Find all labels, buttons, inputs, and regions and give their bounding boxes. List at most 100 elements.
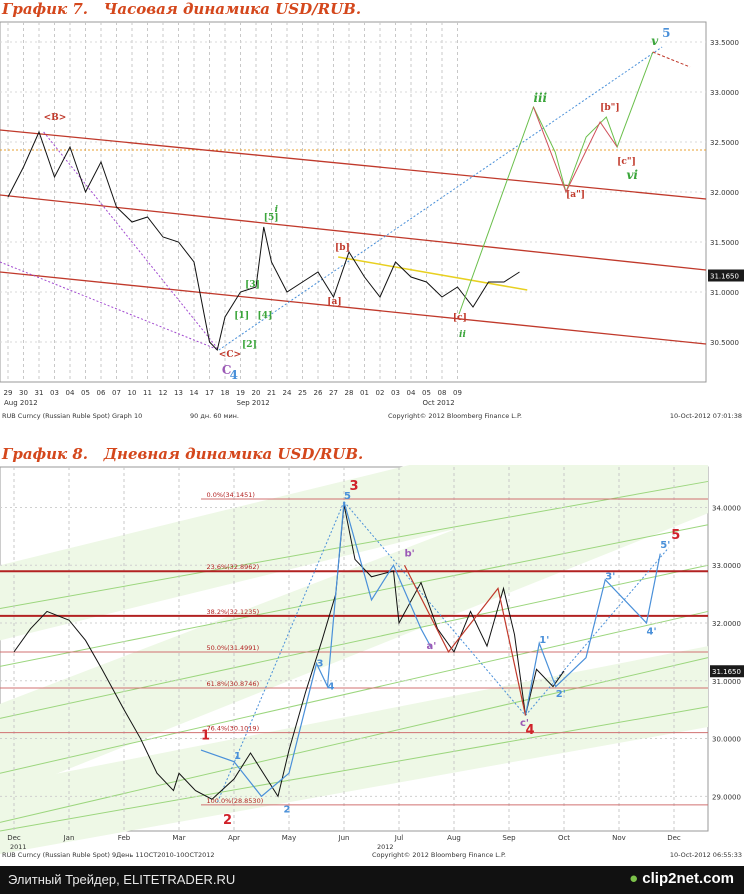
last-price-label: 31.1650: [712, 668, 741, 676]
footer-period: 90 дн. 60 мин.: [190, 412, 239, 420]
wave-label: 1': [539, 635, 549, 646]
wave-label: i: [275, 205, 279, 215]
wave-label: [2]: [242, 340, 257, 350]
wave-label: b': [405, 549, 415, 560]
x-tick-label: 05: [81, 389, 90, 397]
channel-line: [0, 706, 709, 832]
trend-line: [338, 256, 528, 291]
x-tick-label: 07: [112, 389, 121, 397]
x-tick-label: 27: [329, 389, 338, 397]
forecast-tail: [652, 51, 691, 68]
wave-label: 2: [223, 813, 232, 828]
y-tick-label: 32.5000: [710, 139, 739, 147]
wave-label: 3: [317, 658, 324, 669]
wave-label: v: [651, 34, 659, 48]
x-tick-label: 20: [252, 389, 261, 397]
wave-label: 2: [284, 805, 291, 816]
x-tick-label: 04: [407, 389, 416, 397]
footer-timestamp: 10-Oct-2012 06:55:33: [670, 851, 742, 859]
x-tick-label: 30: [19, 389, 28, 397]
forecast-path-green: [458, 51, 654, 315]
year-label: 2012: [377, 843, 394, 851]
wave-label: <B>: [44, 113, 67, 123]
wave-label: 1: [201, 729, 210, 744]
month-label: Aug 2012: [4, 399, 38, 407]
x-tick-label: Mar: [172, 834, 185, 842]
x-tick-label: 31: [35, 389, 44, 397]
projection-line: [218, 46, 663, 351]
x-tick-label: Jun: [338, 834, 350, 842]
footer-source-text: Элитный Трейдер, ELITETRADER.RU: [8, 872, 236, 887]
wave-label: 3: [350, 479, 359, 494]
x-tick-label: 21: [267, 389, 276, 397]
x-tick-label: 25: [298, 389, 307, 397]
x-tick-label: Aug: [447, 834, 461, 842]
fib-level-label: 23.6%(32.8962): [207, 563, 260, 571]
x-tick-label: 10: [128, 389, 137, 397]
projection-line: [525, 547, 669, 716]
wave-label: ii: [459, 330, 466, 340]
wave-label: a': [427, 641, 437, 652]
month-label: Sep 2012: [237, 399, 270, 407]
plot-area: [0, 21, 707, 383]
wave-label: [1]: [234, 311, 249, 321]
channel-line: [0, 657, 709, 823]
channel-line: [0, 271, 707, 345]
channel-line: [0, 480, 709, 610]
y-tick-label: 32.0000: [712, 620, 741, 628]
y-tick-label: 34.0000: [712, 504, 741, 512]
wave-label: C: [222, 363, 232, 377]
wave-path-red: [403, 564, 527, 716]
fan-line: [0, 261, 219, 351]
wave-path-blue: [524, 553, 661, 716]
y-tick-label: 31.0000: [712, 678, 741, 686]
wave-label: 4': [647, 627, 657, 638]
wave-label: iii: [533, 91, 547, 105]
fib-level-label: 50.0%(31.4991): [207, 644, 260, 652]
x-tick-label: 14: [190, 389, 199, 397]
wave-path-blue: [200, 501, 433, 798]
y-tick-label: 32.0000: [710, 189, 739, 197]
wave-label: 4: [230, 368, 238, 382]
x-tick-label: 02: [376, 389, 385, 397]
channel-line: [0, 129, 707, 200]
x-tick-label: 12: [159, 389, 168, 397]
wave-label: 1: [234, 751, 241, 762]
y-tick-label: 33.5000: [710, 39, 739, 47]
x-tick-label: Apr: [228, 834, 240, 842]
projection-line: [343, 501, 526, 716]
wave-label: [3]: [245, 280, 260, 290]
fib-level-label: 76.4%(30.1019): [207, 725, 260, 733]
y-tick-label: 30.5000: [710, 339, 739, 347]
x-tick-label: 26: [314, 389, 323, 397]
wave-label: [4]: [258, 311, 273, 321]
forecast-path-red: [532, 106, 618, 194]
wave-label: [b"]: [600, 103, 620, 113]
y-tick-label: 33.0000: [712, 562, 741, 570]
x-tick-label: May: [282, 834, 296, 842]
wave-label: [a]: [327, 297, 341, 307]
wave-label: [c"]: [617, 157, 636, 167]
wave-label: 4: [526, 723, 535, 738]
x-tick-label: 09: [453, 389, 462, 397]
x-tick-label: Nov: [612, 834, 626, 842]
x-tick-label: 18: [221, 389, 230, 397]
wave-label: [b]: [335, 243, 350, 253]
wave-label: 4: [328, 681, 335, 692]
wave-label: <C>: [219, 350, 241, 360]
fan-line: [43, 131, 220, 351]
month-label: Oct 2012: [423, 399, 455, 407]
fib-level-label: 100.0%(28.8530): [207, 797, 264, 805]
fib-level-label: 61.8%(30.8746): [207, 680, 260, 688]
last-price-tag: [710, 665, 744, 678]
wave-label: 5: [671, 528, 680, 543]
x-tick-label: 24: [283, 389, 292, 397]
footer-source: RUB Curncy (Russian Ruble Spot) 9День 11…: [2, 851, 215, 859]
x-tick-label: 19: [236, 389, 245, 397]
x-tick-label: 17: [205, 389, 214, 397]
wave-label: [5]: [264, 213, 279, 223]
x-tick-label: Dec: [7, 834, 21, 842]
x-tick-label: 06: [97, 389, 106, 397]
y-tick-label: 30.0000: [712, 736, 741, 744]
x-tick-label: 08: [438, 389, 447, 397]
